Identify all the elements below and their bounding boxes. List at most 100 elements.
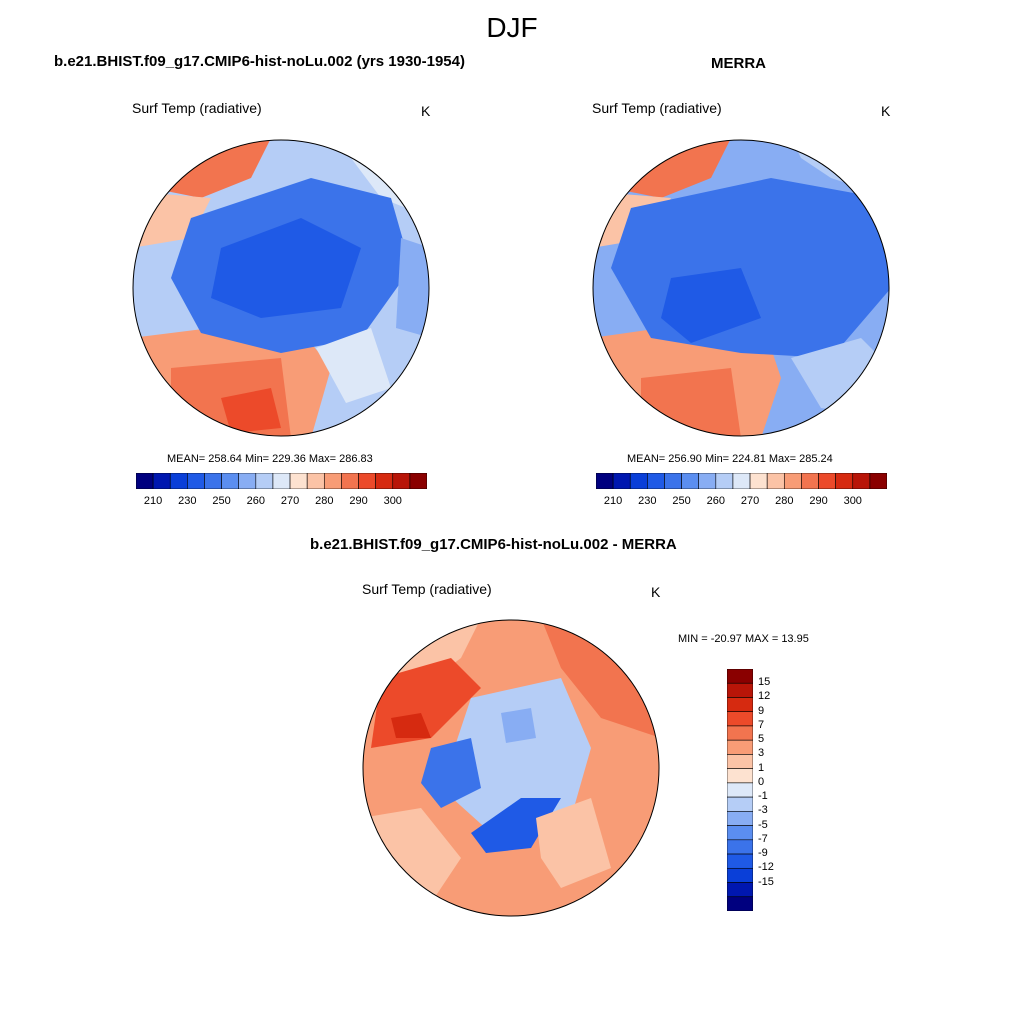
colorbar-swatch	[869, 473, 887, 489]
colorbar-swatch	[341, 473, 359, 489]
colorbar-swatch	[727, 682, 753, 698]
colorbar-swatch	[681, 473, 700, 489]
colorbar-swatch	[306, 473, 325, 489]
colorbar-swatch	[358, 473, 376, 489]
colorbar-swatch	[715, 473, 734, 489]
panel3-stats: MIN = -20.97 MAX = 13.95	[678, 633, 809, 645]
colorbar-swatch	[727, 896, 753, 911]
colorbar-swatch	[727, 796, 753, 812]
colorbar-swatch	[272, 473, 291, 489]
colorbar-swatch	[727, 725, 753, 741]
panel2-variable-label: Surf Temp (radiative)	[592, 100, 722, 116]
colorbar-swatch	[629, 473, 648, 489]
colorbar-swatch	[221, 473, 240, 489]
colorbar-swatch	[727, 754, 753, 769]
colorbar-swatch	[727, 669, 753, 684]
panel2-polar-map	[592, 139, 890, 437]
colorbar-swatch	[835, 473, 854, 489]
colorbar-tick-label: 3	[758, 747, 765, 760]
colorbar-tick-label: 230	[178, 495, 197, 507]
colorbar-swatch	[727, 782, 753, 798]
colorbar-tick-label: 230	[638, 495, 657, 507]
colorbar-swatch	[255, 473, 274, 489]
colorbar-tick-label: 290	[809, 495, 828, 507]
colorbar-tick-label: 0	[758, 775, 765, 788]
panel3-variable-label: Surf Temp (radiative)	[362, 581, 492, 597]
colorbar-tick-label: 210	[143, 495, 163, 507]
colorbar-swatch	[392, 473, 411, 489]
colorbar-swatch	[169, 473, 188, 489]
colorbar-swatch	[727, 825, 753, 841]
colorbar-swatch	[323, 473, 342, 489]
colorbar-tick-label: 290	[349, 495, 368, 507]
colorbar-tick-label: 260	[246, 495, 265, 507]
colorbar-swatch	[749, 473, 768, 489]
panel1-variable-label: Surf Temp (radiative)	[132, 100, 262, 116]
colorbar-swatch	[664, 473, 682, 489]
panel3-colorbar	[727, 669, 753, 911]
panel1-units: K	[421, 103, 431, 119]
colorbar-swatch	[727, 768, 753, 784]
colorbar-swatch	[727, 867, 753, 883]
colorbar-swatch	[204, 473, 222, 489]
colorbar-tick-label: -15	[758, 875, 774, 888]
colorbar-swatch	[727, 811, 753, 826]
colorbar-swatch	[612, 473, 631, 489]
colorbar-swatch	[136, 473, 154, 489]
colorbar-tick-label: 270	[740, 495, 760, 507]
colorbar-tick-label: -9	[758, 847, 768, 860]
colorbar-swatch	[596, 473, 614, 489]
colorbar-tick-label: 300	[843, 495, 862, 507]
colorbar-tick-label: 7	[758, 718, 765, 731]
colorbar-swatch	[783, 473, 802, 489]
colorbar-tick-label: 280	[775, 495, 794, 507]
colorbar-tick-label: 15	[758, 676, 771, 689]
panel1-polar-map	[132, 139, 430, 437]
colorbar-tick-label: 1	[758, 761, 765, 774]
colorbar-swatch	[727, 882, 753, 898]
panel3-title: b.e21.BHIST.f09_g17.CMIP6-hist-noLu.002 …	[310, 536, 677, 553]
panel3-units: K	[651, 584, 661, 600]
colorbar-swatch	[647, 473, 665, 489]
colorbar-swatch	[766, 473, 785, 489]
colorbar-tick-label: 270	[280, 495, 300, 507]
colorbar-swatch	[727, 739, 753, 755]
colorbar-tick-label: 280	[315, 495, 334, 507]
panel1-colorbar	[136, 473, 427, 489]
colorbar-tick-label: 210	[603, 495, 623, 507]
panel2-units: K	[881, 103, 891, 119]
colorbar-tick-label: -5	[758, 818, 768, 831]
colorbar-tick-label: 5	[758, 733, 765, 746]
colorbar-tick-label: 12	[758, 690, 771, 703]
colorbar-tick-label: -3	[758, 804, 768, 817]
colorbar-swatch	[732, 473, 751, 489]
colorbar-swatch	[238, 473, 257, 489]
colorbar-tick-label: -1	[758, 790, 768, 803]
colorbar-swatch	[152, 473, 171, 489]
colorbar-tick-label: -12	[758, 861, 774, 874]
figure-title: DJF	[486, 12, 538, 43]
panel2-title: MERRA	[711, 55, 766, 72]
colorbar-tick-label: 250	[212, 495, 231, 507]
colorbar-tick-label: 300	[383, 495, 402, 507]
colorbar-swatch	[852, 473, 871, 489]
colorbar-swatch	[375, 473, 394, 489]
colorbar-swatch	[727, 853, 753, 869]
colorbar-swatch	[727, 711, 753, 727]
colorbar-swatch	[801, 473, 819, 489]
colorbar-swatch	[409, 473, 427, 489]
colorbar-tick-label: -7	[758, 832, 768, 845]
colorbar-tick-label: 250	[672, 495, 691, 507]
colorbar-swatch	[698, 473, 717, 489]
colorbar-swatch	[289, 473, 308, 489]
panel1-stats: MEAN= 258.64 Min= 229.36 Max= 286.83	[167, 453, 373, 465]
colorbar-tick-label: 260	[706, 495, 725, 507]
colorbar-swatch	[187, 473, 205, 489]
colorbar-swatch	[727, 697, 753, 713]
panel2-stats: MEAN= 256.90 Min= 224.81 Max= 285.24	[627, 453, 833, 465]
colorbar-swatch	[727, 839, 753, 855]
panel1-title: b.e21.BHIST.f09_g17.CMIP6-hist-noLu.002 …	[54, 53, 465, 70]
panel2-colorbar	[596, 473, 887, 489]
panel3-polar-map	[362, 619, 660, 917]
colorbar-swatch	[818, 473, 836, 489]
